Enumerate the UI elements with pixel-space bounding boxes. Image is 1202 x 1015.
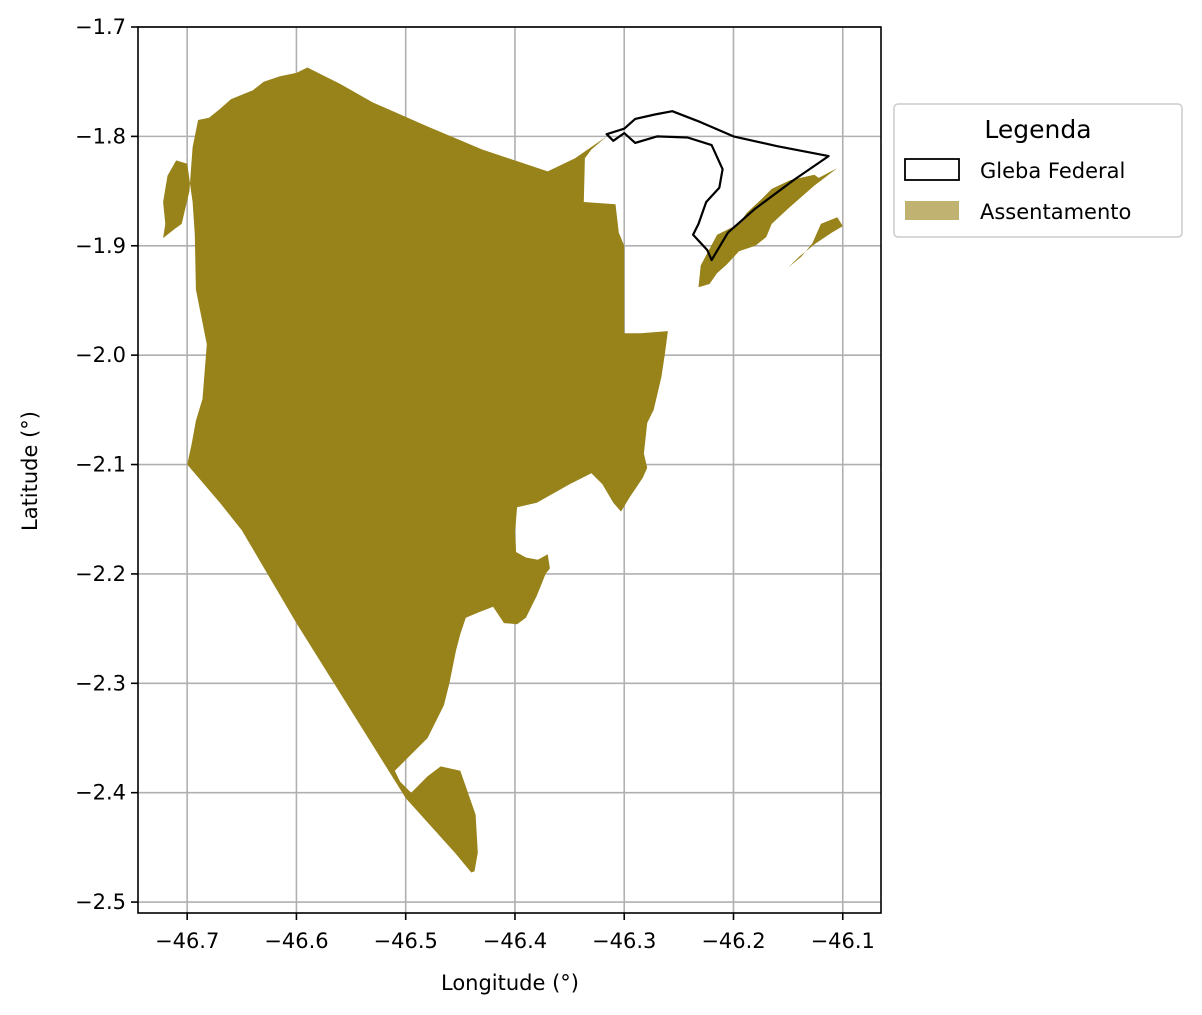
assentamento-polygon xyxy=(788,217,843,268)
y-tick-label: −2.0 xyxy=(75,343,126,367)
x-tick-label: −46.1 xyxy=(811,929,875,953)
y-tick-label: −2.5 xyxy=(75,890,126,914)
legend-title: Legenda xyxy=(984,115,1091,144)
assentamento-layer xyxy=(163,67,843,873)
legend-swatch-gleba-federal xyxy=(904,158,960,181)
gleba-federal-polygon xyxy=(605,110,830,262)
y-tick-label: −2.4 xyxy=(75,781,126,805)
y-tick-label: −2.2 xyxy=(75,562,126,586)
y-axis-ticks: −1.7 −1.8 −1.9 −2.0 −2.1 −2.2 −2.3 −2.4 −2.5 xyxy=(75,15,138,914)
y-tick-label: −1.7 xyxy=(75,15,126,39)
plot-frame xyxy=(137,26,882,914)
y-tick-label: −1.8 xyxy=(75,124,126,148)
assentamento-polygon xyxy=(163,67,668,873)
legend-label-gleba-federal: Gleba Federal xyxy=(980,159,1125,183)
x-tick-label: −46.6 xyxy=(264,929,328,953)
legend: Legenda Gleba Federal Assentamento xyxy=(893,103,1183,238)
x-tick-label: −46.3 xyxy=(592,929,656,953)
x-tick-label: −46.2 xyxy=(701,929,765,953)
y-tick-label: −2.1 xyxy=(75,453,126,477)
y-tick-label: −2.3 xyxy=(75,671,126,695)
legend-label-assentamento: Assentamento xyxy=(980,200,1131,224)
gleba-federal-layer xyxy=(605,110,830,262)
x-tick-label: −46.5 xyxy=(374,929,438,953)
x-tick-label: −46.7 xyxy=(155,929,219,953)
y-axis-label: Latitude (°) xyxy=(18,411,42,531)
x-axis-label: Longitude (°) xyxy=(441,971,579,995)
assentamento-polygon xyxy=(698,168,838,288)
x-axis-ticks: −46.7 −46.6 −46.5 −46.4 −46.3 −46.2 −46.1 xyxy=(155,913,875,953)
y-tick-label: −1.9 xyxy=(75,234,126,258)
legend-frame xyxy=(893,103,1183,238)
x-tick-label: −46.4 xyxy=(483,929,547,953)
legend-swatch-assentamento xyxy=(905,201,959,220)
